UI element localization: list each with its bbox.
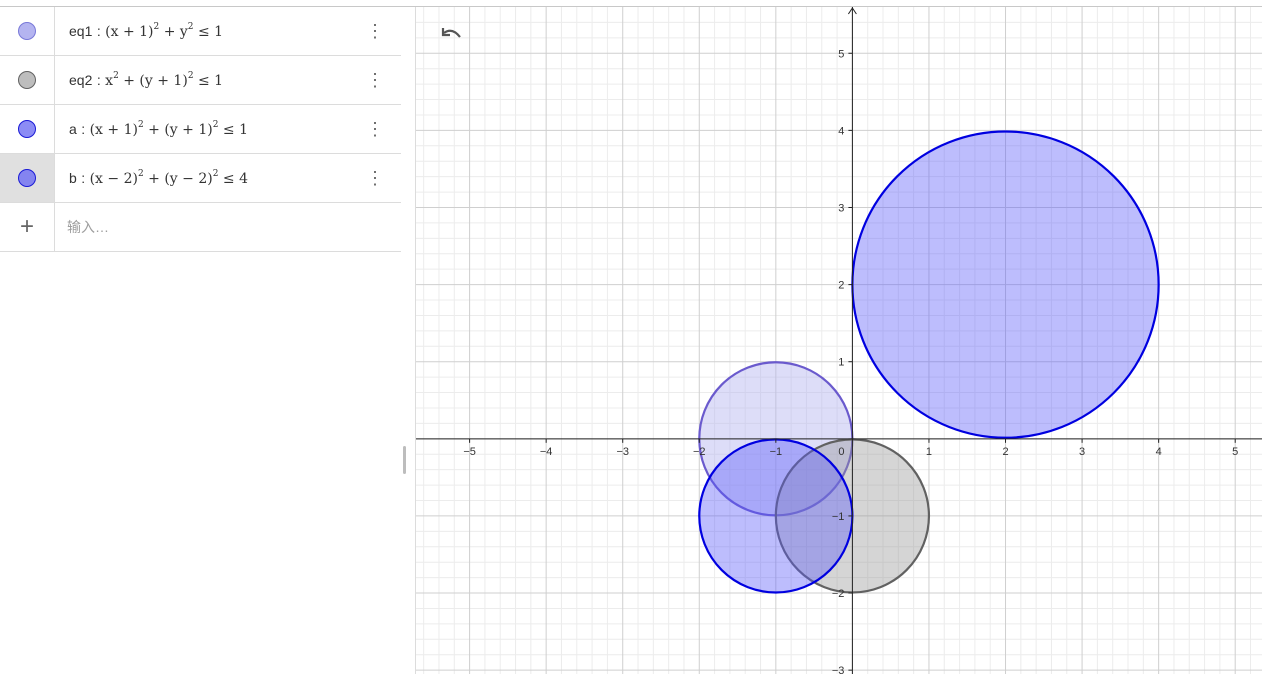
axes — [416, 7, 1262, 674]
visibility-toggle-eq2[interactable] — [0, 56, 55, 104]
panel-divider[interactable] — [401, 7, 416, 674]
x-tick-label: 3 — [1079, 446, 1085, 458]
plus-icon: + — [19, 213, 34, 240]
visibility-toggle-eq1[interactable] — [0, 7, 55, 55]
graphics-view[interactable]: −5 −4 −3 −2 −1 0 1 2 3 4 5 5 4 3 2 1 −1 −2 −3 — [416, 7, 1262, 674]
undo-icon — [441, 28, 461, 38]
formula-a[interactable]: a : (x + 1)2 + (y + 1)2 ≤ 1 — [69, 119, 248, 138]
y-axis-arrow — [847, 7, 857, 15]
marble-icon — [18, 120, 36, 138]
algebra-item-b[interactable]: b : (x − 2)2 + (y − 2)2 ≤ 4 ⋮ — [0, 154, 401, 203]
marble-icon — [18, 71, 36, 89]
undo-button[interactable] — [440, 22, 464, 46]
marble-icon — [18, 22, 36, 40]
x-tick-label: −3 — [616, 446, 629, 458]
x-tick-label: 0 — [838, 446, 844, 458]
y-tick-label: 1 — [838, 357, 844, 369]
y-tick-label: 5 — [838, 48, 844, 60]
plotted-regions — [698, 130, 1160, 594]
top-border — [0, 0, 1262, 7]
add-item-button[interactable]: + — [0, 203, 55, 251]
formula-eq2[interactable]: eq2 : x2 + (y + 1)2 ≤ 1 — [69, 70, 224, 89]
x-tick-label: −5 — [463, 446, 476, 458]
visibility-toggle-b[interactable] — [0, 154, 55, 202]
visibility-toggle-a[interactable] — [0, 105, 55, 153]
more-options-icon[interactable]: ⋮ — [366, 167, 384, 188]
more-options-icon[interactable]: ⋮ — [366, 20, 384, 41]
x-tick-label: −1 — [770, 446, 783, 458]
x-tick-label: 1 — [926, 446, 932, 458]
y-tick-label: −3 — [832, 665, 845, 674]
formula-b[interactable]: b : (x − 2)2 + (y − 2)2 ≤ 4 — [69, 168, 248, 187]
y-tick-label: −2 — [832, 588, 845, 600]
resize-handle[interactable] — [403, 446, 406, 474]
x-tick-label: 4 — [1156, 446, 1162, 458]
formula-eq1[interactable]: eq1 : (x + 1)2 + y2 ≤ 1 — [69, 21, 224, 40]
tick-labels: −5 −4 −3 −2 −1 0 1 2 3 4 5 5 4 3 2 1 −1 −2 −3 — [463, 48, 1238, 674]
x-tick-label: 5 — [1232, 446, 1238, 458]
x-tick-label: −4 — [540, 446, 553, 458]
y-tick-label: 2 — [838, 280, 844, 292]
x-tick-label: 2 — [1002, 446, 1008, 458]
y-tick-label: 4 — [838, 125, 844, 137]
region-b — [851, 130, 1160, 439]
x-tick-label: −2 — [693, 446, 706, 458]
algebra-view: eq1 : (x + 1)2 + y2 ≤ 1 ⋮ eq2 : x2 + (y … — [0, 7, 401, 674]
more-options-icon[interactable]: ⋮ — [366, 118, 384, 139]
algebra-item-eq2[interactable]: eq2 : x2 + (y + 1)2 ≤ 1 ⋮ — [0, 56, 401, 105]
algebra-input[interactable]: 输入… — [67, 219, 109, 235]
y-tick-label: 3 — [838, 202, 844, 214]
algebra-item-eq1[interactable]: eq1 : (x + 1)2 + y2 ≤ 1 ⋮ — [0, 7, 401, 56]
more-options-icon[interactable]: ⋮ — [366, 69, 384, 90]
marble-icon — [18, 169, 36, 187]
region-a — [698, 438, 854, 594]
algebra-input-row[interactable]: + 输入… — [0, 203, 401, 252]
y-tick-label: −1 — [832, 511, 845, 523]
algebra-item-a[interactable]: a : (x + 1)2 + (y + 1)2 ≤ 1 ⋮ — [0, 105, 401, 154]
